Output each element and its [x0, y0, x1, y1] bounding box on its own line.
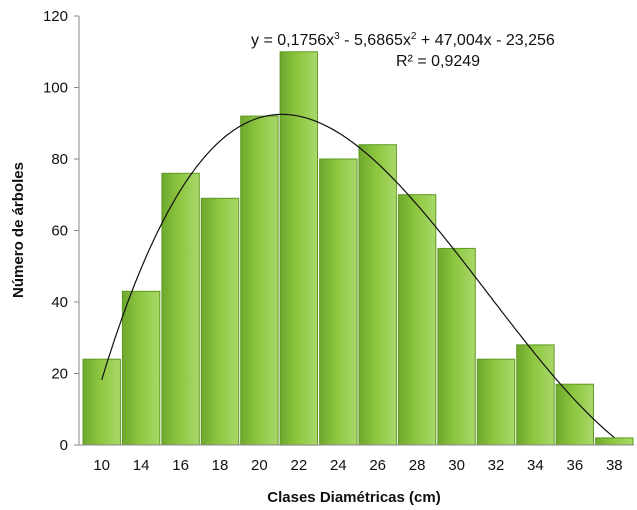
- bar-28: [397, 194, 437, 446]
- x-tick-labels: 10 14 16 18 20 22 24 26 28 30 32 34 36 38: [93, 457, 622, 474]
- x-tick-label: 38: [606, 457, 623, 474]
- x-tick-label: 24: [330, 457, 347, 474]
- y-tick-label: 60: [51, 223, 68, 240]
- bar-14: [121, 290, 161, 446]
- bar-34: [516, 344, 555, 446]
- x-tick-label: 34: [527, 457, 544, 474]
- x-axis-title: Clases Diamétricas (cm): [267, 489, 440, 506]
- x-tick-label: 18: [212, 457, 229, 474]
- eq-part-3: + 47,004x - 23,256: [416, 32, 554, 49]
- y-tick-label: 20: [51, 366, 68, 383]
- bars-group: [82, 51, 634, 446]
- bar-10: [82, 358, 121, 446]
- x-tick-label: 36: [567, 457, 584, 474]
- eq-exp-2: 2: [411, 31, 417, 42]
- eq-part-1: y = 0,1756x: [251, 32, 334, 49]
- eq-part-2: - 5,6865x: [340, 32, 411, 49]
- y-tick-labels: 0 20 40 60 80 100 120: [43, 8, 79, 454]
- bar-38: [595, 437, 634, 446]
- r-squared-label: R² = 0,9249: [396, 53, 480, 70]
- x-tick-label: 10: [93, 457, 110, 474]
- bar-30: [437, 247, 476, 446]
- x-tick-label: 28: [409, 457, 426, 474]
- x-tick-label: 20: [251, 457, 268, 474]
- bar-22: [279, 51, 319, 446]
- y-axis-title: Número de árboles: [10, 162, 27, 298]
- x-tick-label: 14: [133, 457, 150, 474]
- y-tick-label: 100: [43, 80, 68, 97]
- x-tick-label: 16: [172, 457, 189, 474]
- x-tick-label: 30: [448, 457, 465, 474]
- x-tick-label: 26: [369, 457, 386, 474]
- bar-24: [319, 158, 358, 446]
- bar-16: [161, 172, 200, 446]
- y-tick-label: 0: [60, 437, 68, 454]
- bar-26: [358, 144, 397, 446]
- y-tick-label: 120: [43, 8, 68, 25]
- bar-20: [240, 115, 279, 446]
- eq-exp-3: 3: [334, 31, 340, 42]
- bar-32: [476, 358, 516, 446]
- bar-36: [555, 383, 594, 446]
- y-tick-label: 40: [51, 294, 68, 311]
- bar-18: [200, 197, 240, 446]
- x-tick-label: 22: [291, 457, 308, 474]
- trendline-curve: [101, 113, 615, 438]
- x-tick-label: 32: [488, 457, 505, 474]
- trendline-equation: y = 0,1756x3 - 5,6865x2 + 47,004x - 23,2…: [251, 31, 555, 49]
- y-tick-label: 80: [51, 151, 68, 168]
